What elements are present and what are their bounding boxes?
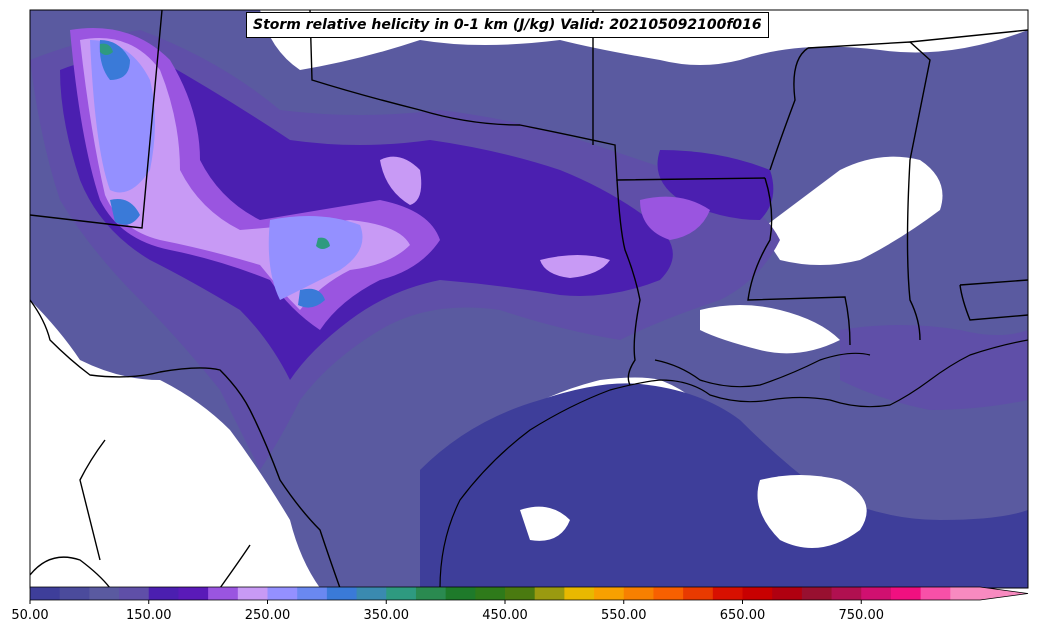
colorbar-segment [920, 587, 951, 600]
colorbar-segment [683, 587, 714, 600]
colorbar-segment [30, 587, 61, 600]
colorbar-tick-label: 250.00 [244, 608, 291, 623]
colorbar-tick-label: 450.00 [482, 608, 528, 623]
colorbar-segment [326, 587, 358, 600]
colorbar-segment [89, 587, 120, 600]
colorbar-segment [831, 587, 862, 600]
purple-band-se [840, 325, 1028, 410]
colorbar-segment [178, 587, 209, 600]
blue-core-central [268, 216, 363, 300]
white-region-east [760, 156, 943, 265]
colorbar-segment [861, 587, 892, 600]
colorbar-tick-label: 50.00 [11, 608, 49, 623]
white-region-west [30, 300, 320, 588]
colorbar-segment [564, 587, 595, 600]
teal-core [100, 43, 113, 55]
lavender-east [540, 255, 610, 278]
white-region-la [700, 305, 840, 354]
white-gulf-patch-2 [520, 506, 570, 541]
blue-deep-central [298, 288, 325, 308]
coastline [439, 339, 1028, 588]
colorbar [29, 586, 1029, 604]
gulf-low-field [420, 383, 1028, 588]
blue-core-nw [90, 40, 155, 193]
colorbar-segment [267, 587, 298, 600]
colorbar-segment [801, 587, 833, 600]
colorbar-tick-label: 650.00 [719, 608, 766, 623]
colorbar-segment [712, 587, 743, 600]
blue-deep-nw-2 [110, 199, 140, 225]
colorbar-segment [386, 587, 417, 600]
colorbar-segment [119, 587, 150, 600]
colorbar-segment [890, 587, 922, 600]
colorbar-segment [445, 587, 476, 600]
lavender-north [380, 156, 422, 205]
colorbar-segment [59, 587, 90, 600]
colorbar-segment [415, 587, 447, 600]
colorbar-segment [742, 587, 773, 600]
colorbar-segment [534, 587, 565, 600]
colorbar-segment [505, 587, 536, 600]
colorbar-segment [772, 587, 803, 600]
state-boundaries [30, 10, 1028, 588]
colorbar-extend-arrow [980, 587, 1028, 600]
lavender-east-2 [640, 196, 710, 240]
teal-core-2 [316, 237, 330, 249]
colorbar-segment [356, 587, 387, 600]
colorbar-tick-label: 750.00 [838, 608, 885, 623]
colorbar-segment [148, 587, 179, 600]
colorbar-segment [297, 587, 328, 600]
map-title: Storm relative helicity in 0-1 km (J/kg)… [246, 12, 769, 38]
colorbar-segment [237, 587, 268, 600]
colorbar-tick-label: 550.00 [601, 608, 647, 623]
colorbar-segment [475, 587, 506, 600]
colorbar-segment [208, 587, 239, 600]
colorbar-tick-label: 150.00 [126, 608, 172, 623]
colorbar-outline [29, 586, 1029, 601]
colorbar-segment [950, 587, 981, 600]
colorbar-segment [623, 587, 654, 600]
colorbar-segment [594, 587, 625, 600]
white-gulf-patch [757, 475, 867, 548]
colorbar-segment [653, 587, 684, 600]
colorbar-tick-label: 350.00 [363, 608, 410, 623]
